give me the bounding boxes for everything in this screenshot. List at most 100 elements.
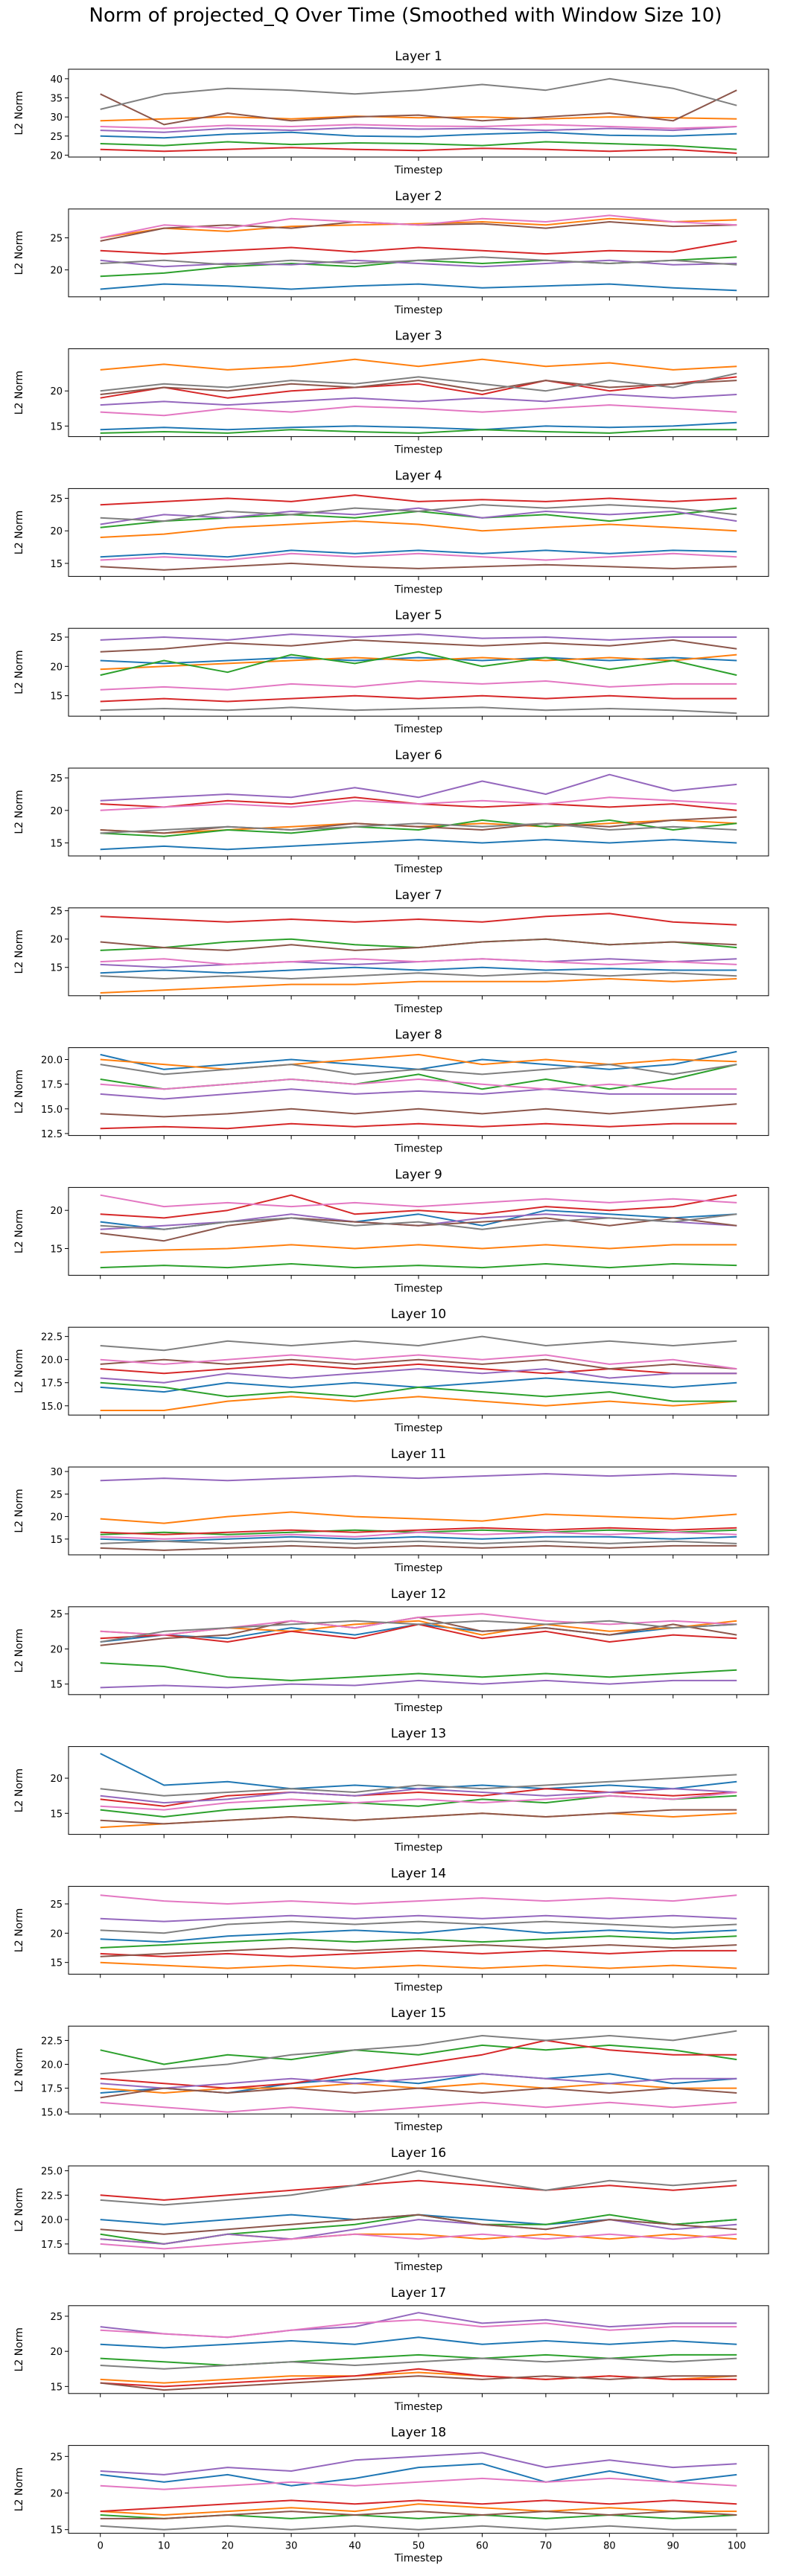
subplot: Layer 16 17.5 20.0 22.5 25.0 Timestep L2 Norm (13, 2146, 769, 2273)
x-tick-label: 30 (285, 2541, 298, 2552)
subplot-title: Layer 12 (391, 1587, 446, 1602)
y-tick-label: 25 (50, 907, 63, 918)
series-line (100, 1194, 737, 1208)
subplot: Layer 10 15.0 17.5 20.0 22.5 Timestep L2 Norm (13, 1307, 769, 1434)
x-axis-label: Timestep (394, 723, 443, 735)
series-line (100, 1122, 737, 1130)
y-axis-label: L2 Norm (13, 1209, 25, 1253)
x-tick-label: 60 (476, 2541, 489, 2552)
series-line (100, 1358, 737, 1370)
series-line (100, 633, 737, 641)
subplot-title: Layer 8 (395, 1028, 442, 1043)
subplot-title: Layer 9 (395, 1167, 442, 1182)
y-axis-label: L2 Norm (13, 1070, 25, 1113)
y-tick-label: 25 (50, 132, 63, 143)
series-line (100, 1053, 737, 1070)
series-line (100, 938, 737, 951)
subplot-title: Layer 10 (391, 1307, 446, 1322)
y-tick-label: 20.0 (41, 2215, 63, 2226)
y-tick-label: 22.5 (41, 1332, 63, 1343)
y-tick-label: 20 (50, 266, 63, 277)
series-line (100, 2318, 737, 2339)
series-line (100, 2214, 737, 2235)
series-line (100, 1894, 737, 1905)
x-tick-label: 40 (349, 2541, 361, 2552)
series-line (100, 978, 737, 994)
series-line (100, 562, 737, 571)
series-line (100, 214, 737, 239)
series-line (100, 404, 737, 417)
subplot-title: Layer 16 (391, 2146, 446, 2161)
series-line (100, 1926, 737, 1943)
series-line (100, 694, 737, 703)
y-tick-label: 17.5 (41, 2084, 63, 2095)
subplot: Layer 3 15 20 Timestep L2 Norm (13, 329, 769, 456)
series-line (100, 1377, 737, 1393)
series-line (100, 1540, 737, 1544)
y-axis-label: L2 Norm (13, 651, 25, 694)
series-line (100, 706, 737, 715)
y-tick-label: 20 (50, 935, 63, 946)
x-axis-label: Timestep (394, 1282, 443, 1294)
series-line (100, 1511, 737, 1524)
x-axis-label: Timestep (394, 1422, 443, 1434)
x-axis-label: Timestep (394, 444, 443, 456)
x-tick-label: 80 (603, 2541, 616, 2552)
subplot-title: Layer 2 (395, 189, 442, 204)
series-group (100, 1894, 737, 1969)
series-line (100, 2511, 737, 2519)
series-line (100, 2336, 737, 2349)
y-tick-label: 25 (50, 2452, 63, 2463)
series-line (100, 1368, 737, 1384)
subplot-title: Layer 13 (391, 1727, 446, 1742)
series-group (100, 773, 737, 851)
y-tick-label: 15 (50, 421, 63, 432)
plot-frame (68, 767, 769, 857)
y-tick-label: 30 (50, 1467, 63, 1478)
series-line (100, 1662, 737, 1681)
y-tick-label: 25 (50, 633, 63, 644)
x-axis-label: Timestep (394, 2553, 443, 2565)
series-line (100, 651, 737, 677)
series-line (100, 1194, 737, 1219)
subplot: Layer 14 15 20 25 Timestep L2 Norm (13, 1866, 769, 1993)
series-line (100, 1812, 737, 1829)
y-axis-label: L2 Norm (13, 511, 25, 554)
series-line (100, 1914, 737, 1923)
x-axis-label: Timestep (394, 2261, 443, 2273)
y-tick-label: 25.0 (41, 2167, 63, 2178)
y-axis-label: L2 Norm (13, 91, 25, 135)
series-line (100, 1363, 737, 1375)
subplot: Layer 15 15.0 17.5 20.0 22.5 Timestep L2 Norm (13, 2006, 769, 2133)
x-tick-label: 20 (221, 2541, 234, 2552)
y-axis-label: L2 Norm (13, 231, 25, 275)
series-line (100, 1217, 737, 1242)
x-tick-label: 70 (540, 2541, 553, 2552)
series-line (100, 1544, 737, 1551)
series-line (100, 147, 737, 154)
series-group (100, 2030, 737, 2113)
y-tick-label: 15.0 (41, 1402, 63, 1413)
series-line (100, 1679, 737, 1689)
subplot: Layer 1 20 25 30 35 40 Timestep L2 Norm (13, 49, 769, 176)
plot-frame (68, 1885, 769, 1975)
y-tick-label: 15 (50, 559, 63, 570)
series-line (100, 1788, 737, 1807)
series-line (100, 1620, 737, 1643)
y-tick-label: 15 (50, 1809, 63, 1820)
series-line (100, 1788, 737, 1804)
y-tick-label: 12.5 (41, 1129, 63, 1140)
y-tick-label: 15 (50, 1958, 63, 1969)
series-line (100, 217, 737, 239)
series-line (100, 1244, 737, 1253)
series-line (100, 380, 737, 395)
series-line (100, 1944, 737, 1957)
series-line (100, 504, 737, 522)
series-line (100, 2170, 737, 2206)
subplot-title: Layer 14 (391, 1866, 446, 1881)
series-line (100, 1535, 737, 1542)
y-tick-label: 20.0 (41, 1055, 63, 1067)
series-line (100, 2375, 737, 2391)
y-tick-label: 35 (50, 93, 63, 104)
y-tick-label: 20 (50, 806, 63, 817)
